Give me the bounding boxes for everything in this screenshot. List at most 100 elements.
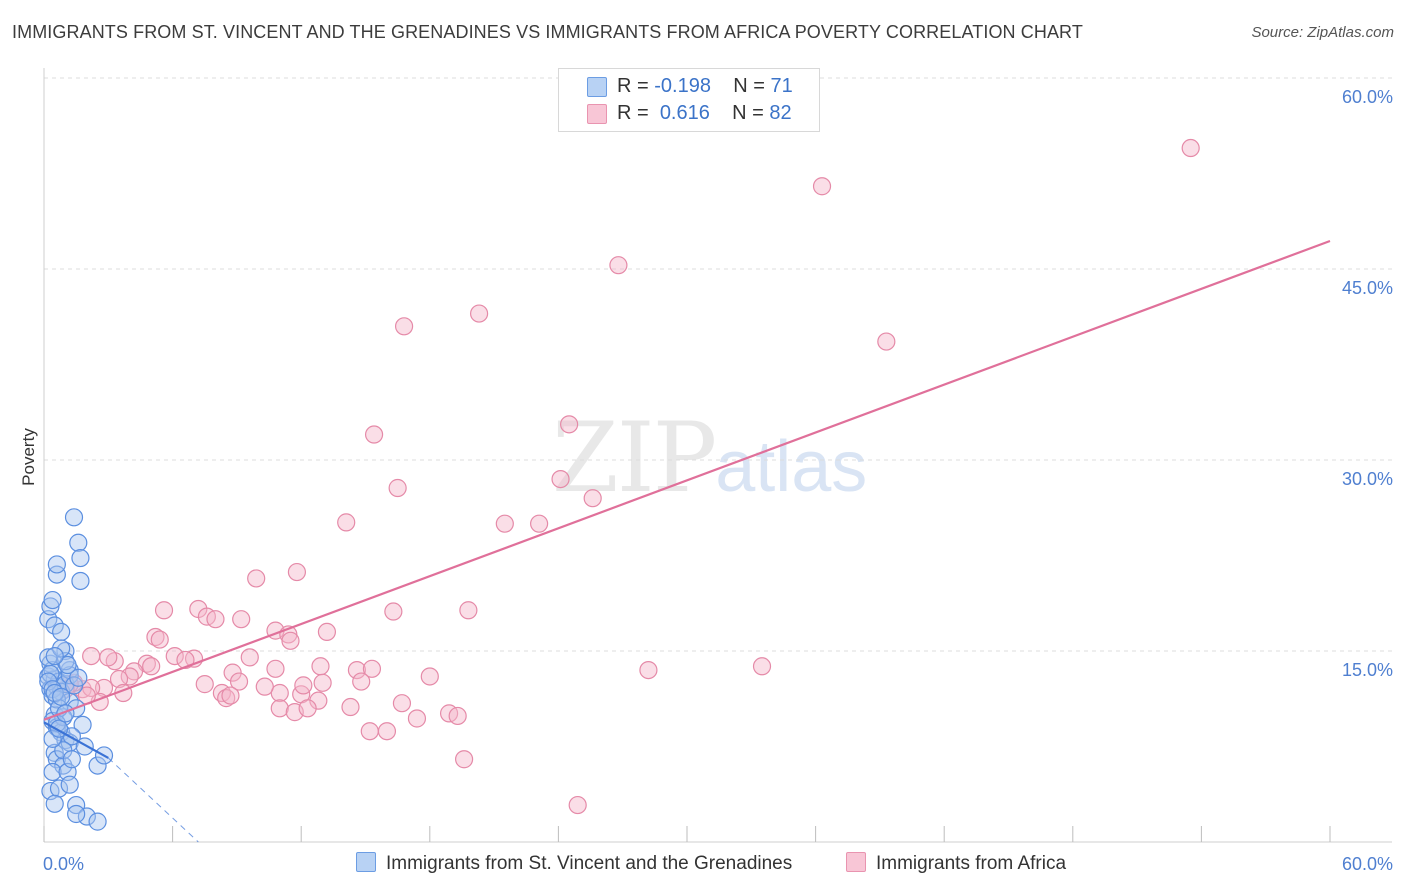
legend-n-label-1: N =: [733, 75, 765, 97]
africa-point: [150, 630, 169, 649]
africa-point: [352, 672, 371, 691]
svg-point: [60, 775, 79, 794]
y-axis-label: Poverty: [19, 428, 38, 486]
watermark-atlas: atlas: [715, 427, 868, 507]
africa-point: [560, 415, 579, 434]
y-tick-label-15: 15.0%: [1342, 660, 1393, 680]
legend-r-value-2: 0.616: [659, 102, 710, 124]
africa-point: [165, 646, 184, 666]
svg-point: [45, 646, 64, 666]
africa-point: [364, 425, 384, 444]
legend-r-value-1: -0.198: [654, 75, 711, 97]
legend-n-value-2: 82: [769, 102, 792, 124]
y-tick-label-45: 45.0%: [1342, 278, 1393, 298]
svg-point: [69, 533, 88, 552]
svg-point: [52, 687, 71, 706]
africa-trend-line: [43, 239, 1331, 721]
axes: [43, 68, 1392, 843]
grid-lines: [44, 77, 1392, 652]
legend-n-label-2: N =: [732, 102, 764, 124]
africa-point: [176, 650, 195, 670]
svg-trend-extension: [107, 757, 199, 843]
x-tick-label-min: 0.0%: [43, 854, 84, 874]
africa-point: [313, 673, 332, 692]
africa-point: [392, 694, 412, 713]
bottom-legend-label-svg: Immigrants from St. Vincent and the Gren…: [386, 853, 793, 874]
africa-point: [388, 478, 407, 498]
trend-lines: [43, 239, 1331, 843]
africa-point: [448, 706, 467, 726]
bottom-legend-swatch-blue: [356, 852, 376, 872]
svg-point: [71, 548, 90, 568]
africa-point: [639, 660, 658, 680]
africa-point: [109, 669, 129, 689]
africa-point: [270, 683, 289, 703]
africa-point: [206, 610, 225, 629]
svg-point: [64, 508, 84, 527]
chart-title: IMMIGRANTS FROM ST. VINCENT AND THE GREN…: [12, 22, 1083, 42]
africa-point: [287, 562, 307, 582]
africa-point: [1181, 138, 1200, 158]
africa-point: [420, 667, 439, 686]
africa-point: [240, 648, 259, 667]
y-tick-label-30: 30.0%: [1342, 469, 1393, 489]
legend-r-label-1: R =: [617, 75, 649, 97]
svg-point: [52, 622, 71, 642]
svg-point: [88, 812, 107, 831]
africa-point: [752, 657, 772, 676]
africa-point: [394, 317, 414, 336]
svg-point: [88, 756, 107, 775]
svg-trend-line: [43, 721, 109, 759]
bottom-legend-label-africa: Immigrants from Africa: [876, 853, 1067, 874]
svg-points: [39, 508, 114, 831]
legend-swatch-pink: [587, 104, 607, 124]
africa-point: [337, 513, 356, 532]
watermark-zip: ZIP: [552, 402, 717, 514]
africa-point: [347, 660, 367, 680]
africa-point: [530, 514, 549, 533]
legend-n-value-1: 71: [770, 75, 793, 97]
svg-point: [43, 590, 62, 610]
africa-point: [609, 256, 628, 275]
africa-point: [266, 659, 285, 678]
source-label: Source: ZipAtlas.com: [1251, 24, 1394, 41]
axis-ticks: [43, 826, 1331, 842]
svg-point: [62, 750, 81, 769]
bottom-legend-africa: Immigrants from Africa: [846, 852, 1066, 875]
africa-point: [341, 697, 360, 717]
africa-point: [360, 722, 379, 741]
africa-point: [154, 601, 174, 620]
africa-point: [568, 795, 587, 815]
africa-point: [469, 304, 489, 323]
svg-point: [58, 655, 77, 675]
africa-point: [317, 622, 337, 642]
africa-point: [120, 667, 139, 686]
svg-point: [52, 639, 71, 658]
svg-point: [71, 571, 90, 591]
africa-point: [99, 648, 118, 667]
y-tick-label-60: 60.0%: [1342, 87, 1393, 107]
svg-point: [67, 804, 86, 824]
africa-point: [281, 631, 300, 650]
africa-point: [232, 610, 251, 629]
x-tick-label-max: 60.0%: [1342, 854, 1393, 874]
africa-point: [384, 602, 403, 621]
africa-point: [221, 686, 240, 705]
africa-point: [812, 177, 832, 196]
stats-legend: R = -0.198 N = 71 R = 0.616 N = 82: [558, 68, 820, 132]
africa-point: [298, 699, 317, 718]
africa-point: [294, 676, 313, 695]
africa-point: [255, 677, 274, 696]
bottom-legend-swatch-pink: [846, 852, 866, 872]
svg-point: [73, 715, 92, 734]
bottom-legend-svg: Immigrants from St. Vincent and the Gren…: [356, 852, 792, 875]
legend-text-svg: R = -0.198 N = 71: [617, 75, 793, 98]
africa-point: [82, 646, 101, 666]
africa-point: [195, 675, 214, 694]
africa-point: [223, 663, 242, 682]
svg-point: [77, 807, 96, 826]
africa-point: [583, 489, 602, 508]
africa-point: [311, 657, 330, 676]
africa-point: [454, 750, 474, 769]
